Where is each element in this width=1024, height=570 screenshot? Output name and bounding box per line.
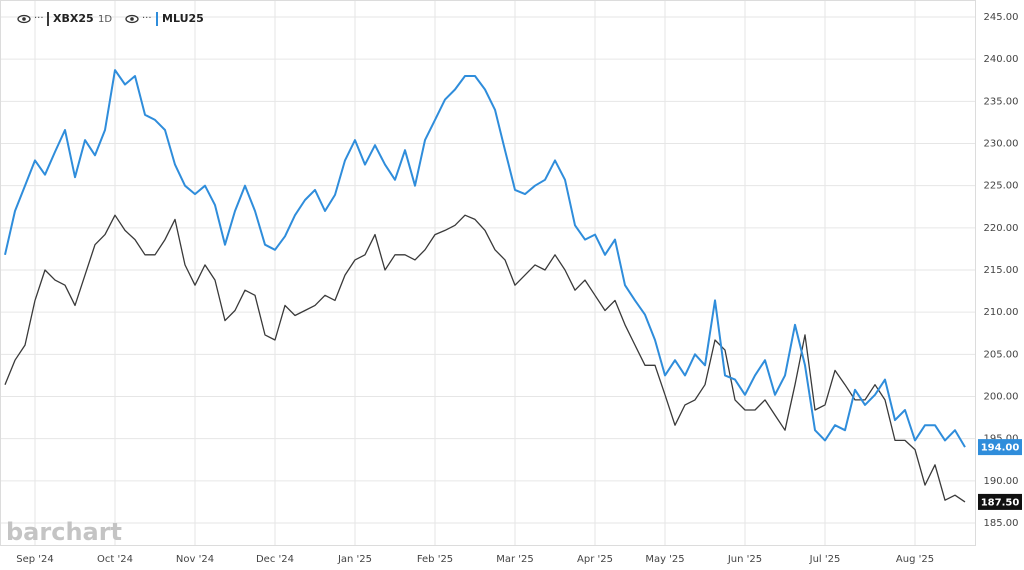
legend-dots[interactable]: ··· [142, 13, 152, 24]
y-tick-label: 205.00 [984, 349, 1019, 360]
legend: ··· XBX25 1D ··· MLU25 [17, 12, 204, 26]
last-value-label: 194.00 [981, 443, 1020, 454]
x-tick-label: Jul '25 [809, 554, 841, 565]
x-tick-label: Oct '24 [97, 554, 133, 565]
grid [0, 0, 975, 545]
watermark: barchart [6, 518, 122, 546]
legend-swatch [47, 12, 49, 26]
legend-dots[interactable]: ··· [34, 13, 44, 24]
price-line [4, 214, 966, 503]
last-value-box [978, 493, 1022, 510]
last-value-label: 187.50 [981, 497, 1020, 508]
x-tick-label: Aug '25 [896, 554, 934, 565]
y-tick-label: 235.00 [984, 96, 1019, 107]
x-tick-label: May '25 [645, 554, 684, 565]
x-tick-label: Jun '25 [727, 554, 762, 565]
y-tick-label: 240.00 [984, 54, 1019, 65]
legend-interval: 1D [98, 14, 112, 25]
x-tick-label: Jan '25 [337, 554, 372, 565]
y-tick-label: 200.00 [984, 392, 1019, 403]
x-tick-label: Mar '25 [496, 554, 534, 565]
y-tick-label: 210.00 [984, 307, 1019, 318]
y-tick-label: 215.00 [984, 265, 1019, 276]
y-tick-label: 245.00 [984, 12, 1019, 23]
legend-label[interactable]: MLU25 [162, 12, 204, 25]
eye-icon[interactable] [125, 14, 139, 24]
x-tick-label: Dec '24 [256, 554, 294, 565]
x-tick-label: Nov '24 [176, 554, 214, 565]
eye-icon[interactable] [17, 14, 31, 24]
y-tick-label: 230.00 [984, 139, 1019, 150]
y-tick-label: 190.00 [984, 476, 1019, 487]
y-tick-label: 220.00 [984, 223, 1019, 234]
legend-swatch [156, 12, 158, 26]
last-value-box [978, 439, 1022, 456]
x-tick-label: Apr '25 [577, 554, 613, 565]
x-tick-label: Sep '24 [16, 554, 54, 565]
y-tick-label: 185.00 [984, 518, 1019, 529]
legend-label[interactable]: XBX25 [53, 12, 94, 25]
plot-frame [0, 0, 976, 546]
y-tick-label: 225.00 [984, 181, 1019, 192]
price-line [4, 69, 966, 448]
x-tick-label: Feb '25 [417, 554, 453, 565]
